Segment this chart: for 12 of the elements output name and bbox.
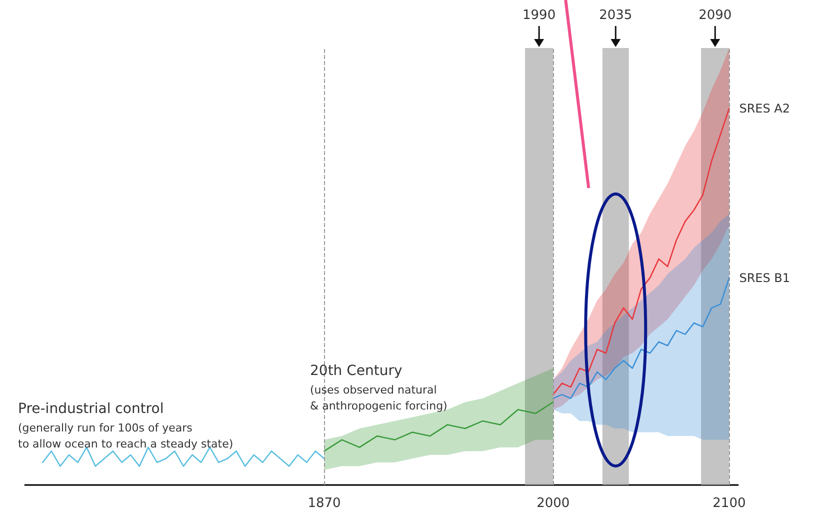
annotation: (uses observed natural & anthropogenic forcing) <box>310 384 448 412</box>
annotation: Pre-industrial control <box>18 401 164 417</box>
annotation: 20th Century <box>310 363 402 379</box>
x-tick-label: 1870 <box>308 496 341 511</box>
x-tick-label: 2000 <box>536 496 570 511</box>
band-label: 1990 <box>522 8 556 23</box>
annotation: (generally run for 100s of years to allow ocean to reach a steady state) <box>18 422 234 450</box>
band-label: 2035 <box>599 8 632 23</box>
x-tick-label: 2100 <box>712 496 746 511</box>
series-label: SRES A2 <box>739 101 790 116</box>
series-label: SRES B1 <box>739 270 790 285</box>
band-label: 2090 <box>698 8 732 23</box>
